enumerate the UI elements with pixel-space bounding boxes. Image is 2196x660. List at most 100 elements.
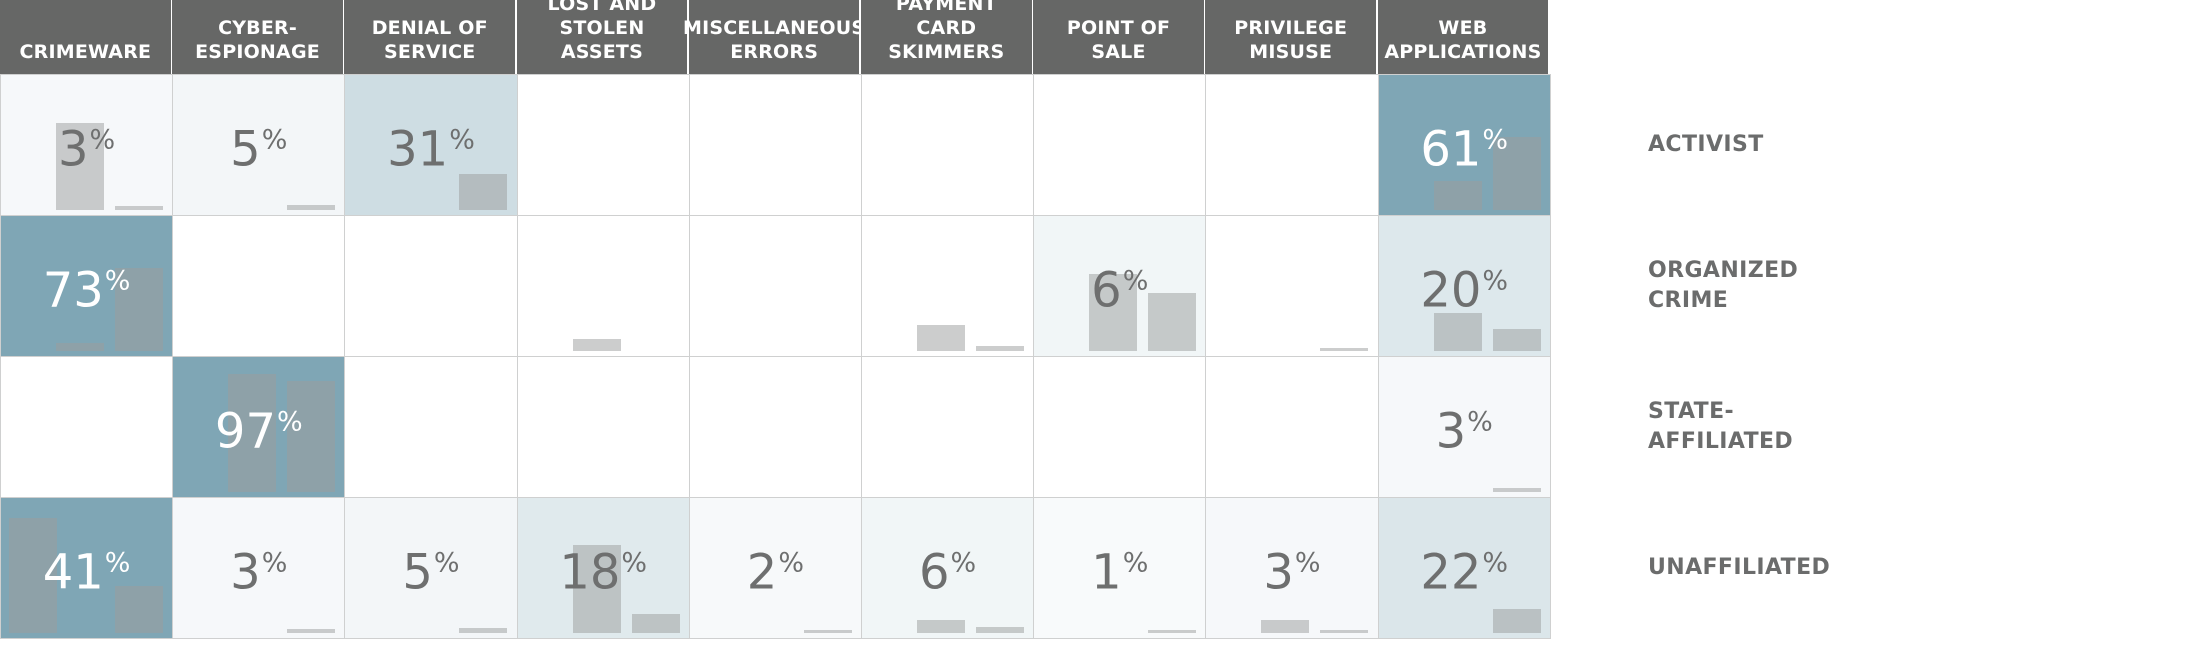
percent-value: 61 xyxy=(1420,121,1482,178)
mini-bar xyxy=(56,343,104,351)
heatmap-cell: 73% xyxy=(0,215,174,357)
mini-bar xyxy=(1492,137,1541,210)
percent-value: 41 xyxy=(42,544,104,601)
heatmap-cell xyxy=(1205,215,1379,357)
percent-symbol: % xyxy=(104,547,131,579)
row-label: UNAFFILIATED xyxy=(1648,553,1830,583)
column-header-line: CRIMEWARE xyxy=(19,41,152,63)
column-header-line: MISUSE xyxy=(1249,41,1333,63)
mini-bar xyxy=(803,630,852,633)
percent-symbol: % xyxy=(778,547,804,579)
mini-bar xyxy=(917,620,965,633)
percent-label: 6% xyxy=(862,540,1033,597)
column-header-line: MISCELLANEOUS xyxy=(683,17,866,39)
heatmap-cell xyxy=(172,215,346,357)
column-header-line: PAYMENT xyxy=(895,0,997,15)
column-header-line: ESPIONAGE xyxy=(195,41,320,63)
row-label-line: UNAFFILIATED xyxy=(1648,554,1831,580)
percent-value: 5 xyxy=(402,544,433,601)
percent-symbol: % xyxy=(276,406,303,438)
percent-value: 97 xyxy=(214,403,276,460)
column-header-line: APPLICATIONS xyxy=(1384,41,1542,63)
percent-label: 61% xyxy=(1379,117,1550,174)
heatmap-cell xyxy=(1205,74,1379,216)
percent-value: 2 xyxy=(746,544,778,601)
row-label: ORGANIZED CRIME xyxy=(1648,256,1798,316)
percent-symbol: % xyxy=(89,124,116,156)
heatmap-cell xyxy=(688,74,862,216)
column-header-line: POINT OF xyxy=(1066,17,1171,39)
percent-label: 22% xyxy=(1379,540,1550,597)
heatmap-cell: 41% xyxy=(0,497,174,639)
percent-symbol: % xyxy=(449,124,475,156)
percent-label: 5% xyxy=(173,117,344,174)
percent-label: 3% xyxy=(1206,540,1377,597)
column-header-line: PRIVILEGE xyxy=(1234,17,1348,39)
percent-value: 6 xyxy=(918,544,950,601)
mini-bar xyxy=(287,204,336,210)
percent-symbol: % xyxy=(1122,265,1149,297)
column-header: MISCELLANEOUS ERRORS xyxy=(683,0,865,74)
column-header-line: STOLEN ASSETS xyxy=(559,17,645,63)
column-header-line: DENIAL OF xyxy=(371,17,488,39)
heatmap-cell: 18% xyxy=(516,497,690,639)
heatmap-cell xyxy=(1033,74,1207,216)
row-label: ACTIVIST xyxy=(1648,130,1764,160)
mini-bar xyxy=(1492,329,1541,351)
mini-bar xyxy=(631,613,680,633)
heatmap-cell: 20% xyxy=(1377,215,1551,357)
column-header-line: CYBER- xyxy=(218,17,297,39)
column-header-line: WEB xyxy=(1438,17,1488,39)
heatmap-cell xyxy=(516,74,690,216)
heatmap-cell: 97% xyxy=(172,356,346,498)
percent-symbol: % xyxy=(1467,406,1493,438)
mini-bar xyxy=(976,626,1024,633)
mini-bar xyxy=(1320,630,1369,633)
mini-bar xyxy=(1433,312,1482,351)
mini-bar xyxy=(459,174,508,210)
column-header: PAYMENT CARD SKIMMERS xyxy=(861,0,1032,74)
heatmap-cell xyxy=(516,215,690,357)
mini-bar xyxy=(287,380,336,492)
heatmap-cell: 3% xyxy=(172,497,346,639)
mini-bar xyxy=(976,345,1024,351)
heatmap-cell: 3% xyxy=(0,74,174,216)
heatmap-cell: 3% xyxy=(1205,497,1379,639)
column-header: LOST AND STOLEN ASSETS xyxy=(516,0,688,74)
mini-bar xyxy=(1148,293,1197,351)
heatmap-cell: 31% xyxy=(344,74,518,216)
heatmap-cell: 3% xyxy=(1377,356,1551,498)
column-header: PRIVILEGE MISUSE xyxy=(1205,0,1377,74)
mini-bar xyxy=(1089,274,1138,351)
percent-value: 22 xyxy=(1420,544,1482,601)
percent-label: 3% xyxy=(173,540,344,597)
mini-bar xyxy=(1320,348,1369,351)
percent-label: 18% xyxy=(518,540,689,597)
row-label-line: ACTIVIST xyxy=(1648,131,1764,157)
mini-bar xyxy=(287,629,336,633)
mini-bar xyxy=(459,627,508,633)
percent-label: 5% xyxy=(345,540,516,597)
heatmap-cell: 61% xyxy=(1377,74,1551,216)
percent-label: 41% xyxy=(1,540,172,597)
heatmap-cell: 2% xyxy=(688,497,862,639)
heatmap-cell xyxy=(861,74,1035,216)
percent-symbol: % xyxy=(1482,265,1509,297)
percent-value: 1 xyxy=(1091,544,1122,601)
percent-value: 6 xyxy=(1091,262,1122,319)
heatmap-cell xyxy=(861,356,1035,498)
percent-label: 3% xyxy=(1379,399,1550,456)
column-header: DENIAL OF SERVICE xyxy=(344,0,516,74)
percent-label: 73% xyxy=(1,258,172,315)
mini-bar xyxy=(1148,630,1197,633)
percent-label: 2% xyxy=(690,540,861,597)
mini-bar xyxy=(1492,488,1541,492)
mini-bar xyxy=(115,206,163,210)
percent-value: 20 xyxy=(1420,262,1482,319)
mini-bar xyxy=(115,267,163,351)
mini-bar xyxy=(1261,620,1310,633)
row-label: STATE- AFFILIATED xyxy=(1648,397,1793,457)
percent-symbol: % xyxy=(1294,547,1321,579)
column-header: CYBER- ESPIONAGE xyxy=(172,0,343,74)
heatmap-cell xyxy=(688,215,862,357)
